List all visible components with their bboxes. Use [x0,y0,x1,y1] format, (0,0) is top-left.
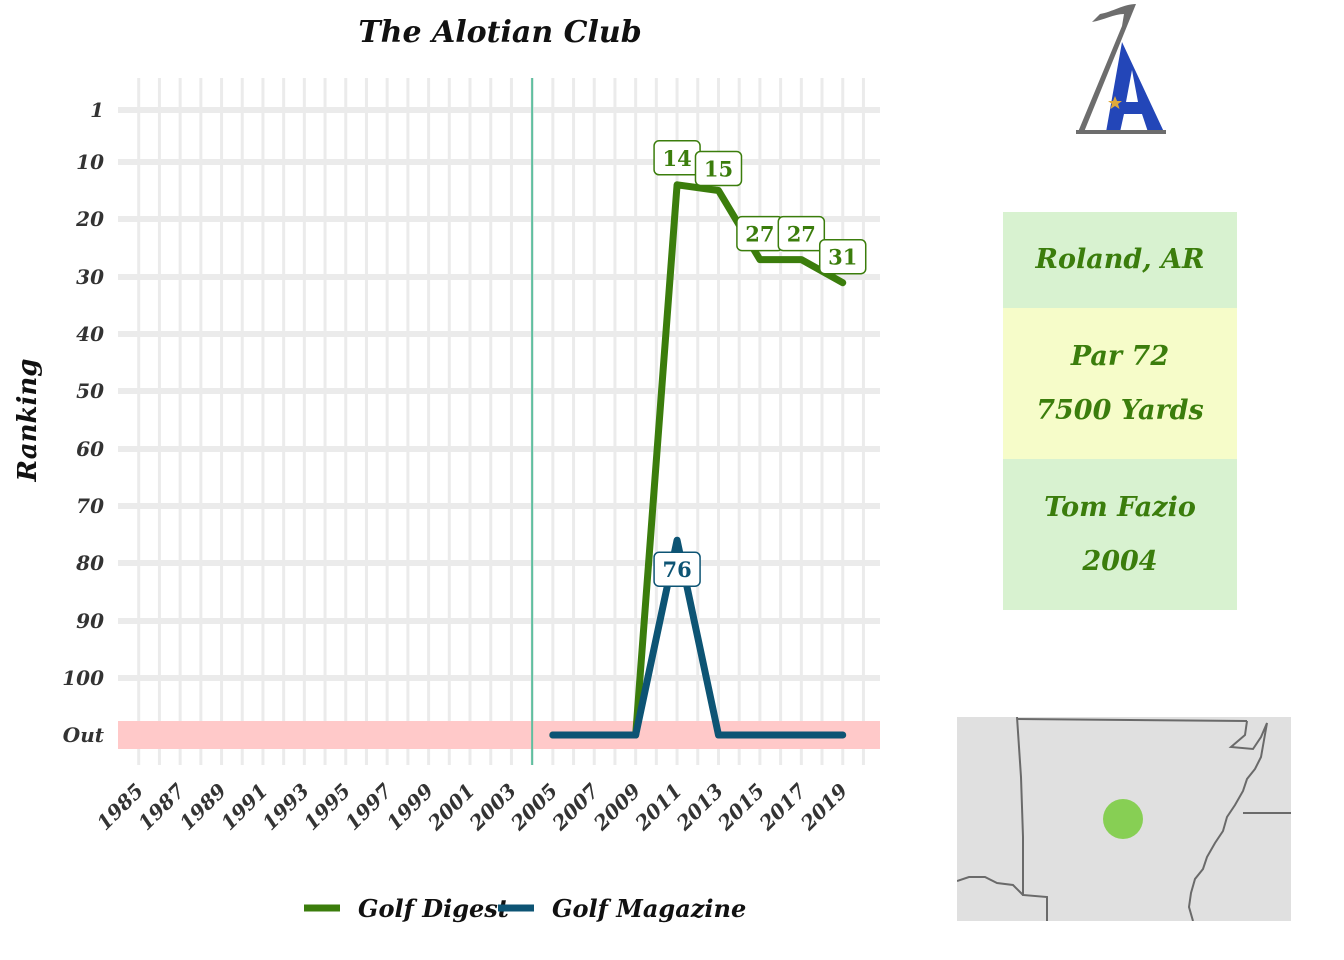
grid [118,78,880,765]
chart-title: The Alotian Club [358,15,641,50]
x-tick-label: 2011 [630,779,687,836]
ranking-chart: The Alotian Club 1 10 20 30 40 50 60 70 80 90 100 O… [13,15,880,923]
legend-label: Golf Digest [358,894,509,923]
location-cell: Roland, AR [1003,212,1237,308]
x-tick-label: 2019 [795,779,852,836]
state-border-north [1016,718,1248,722]
y-tick-label: 10 [76,150,104,174]
logo-underline [1076,130,1166,134]
x-tick-label: 1989 [175,779,231,835]
data-label: 14 [653,140,701,176]
series-line [549,536,847,739]
data-label-box [694,150,743,187]
club-logo [1076,4,1166,134]
par-text: Par 72 [1070,340,1170,372]
y-axis-ticks: 1 10 20 30 40 50 60 70 80 90 100 Out [62,98,105,747]
data-label-text: 15 [704,157,733,182]
data-label: 15 [694,150,743,187]
y-tick-label: 30 [76,265,104,289]
data-label-text: 27 [745,222,774,247]
data-label-text: 31 [828,245,857,270]
data-label: 27 [736,215,784,252]
y-tick-label: 50 [76,379,104,403]
data-label-text: 27 [787,222,816,247]
x-tick-label: 1999 [382,779,438,835]
y-tick-label: 20 [75,207,104,231]
x-tick-label: 1997 [340,779,396,835]
year-built-text: 2004 [1082,545,1158,577]
legend-label: Golf Magazine [552,894,746,923]
series [549,181,847,739]
y-tick-label: 40 [76,322,104,346]
yards-text: 7500 Yards [1036,394,1204,426]
data-label: 31 [818,238,867,275]
x-tick-label: 1995 [299,779,355,835]
x-tick-label: 2015 [712,779,769,836]
x-tick-label: 2003 [464,779,521,836]
x-tick-label: 1991 [216,779,272,835]
legend: Golf Digest Golf Magazine [304,894,746,923]
y-tick-label: 80 [75,551,104,575]
x-tick-label: 2009 [588,779,645,836]
state-border-east [1187,720,1268,921]
location-text: Roland, AR [1035,244,1205,275]
data-labels: 14 15 27 27 31 76 [653,140,867,587]
data-label-box [818,238,867,275]
x-axis-ticks: 1985198719891991199319951997199920012003… [92,779,852,836]
x-tick-label: 1993 [258,779,314,835]
star-icon [1108,96,1122,109]
data-label-box [653,551,701,587]
x-tick-label: 1987 [133,779,189,835]
x-tick-label: 2007 [547,779,604,836]
location-map [957,717,1291,921]
architect-text: Tom Fazio [1044,491,1196,523]
state-border-west [1016,717,1048,921]
course-specs-cell: Par 72 7500 Yards [1003,308,1237,459]
y-tick-label: Out [63,723,105,747]
data-label-box [777,215,826,252]
y-axis-label: Ranking [13,359,43,483]
logo-letter-a [1106,42,1164,132]
logo-flag-icon [1078,4,1136,132]
y-tick-label: 70 [76,494,104,518]
data-label: 27 [777,215,826,252]
data-label-text: 76 [662,557,691,582]
state-border-south [957,876,1024,896]
course-info-panel: Roland, AR Par 72 7500 Yards Tom Fazio 2… [1003,212,1237,610]
x-tick-label: 2013 [671,779,728,836]
x-tick-label: 2017 [754,779,811,836]
data-label-text: 14 [662,146,691,171]
x-tick-label: 2001 [423,779,480,836]
y-tick-label: 60 [76,437,104,461]
designer-cell: Tom Fazio 2004 [1003,459,1237,610]
y-tick-label: 100 [62,666,104,690]
y-tick-label: 90 [76,609,104,633]
data-label: 76 [653,551,701,587]
x-tick-label: 2005 [505,779,562,836]
y-tick-label: 1 [90,98,104,122]
course-location-marker [1103,799,1143,839]
x-tick-label: 1985 [92,779,148,835]
